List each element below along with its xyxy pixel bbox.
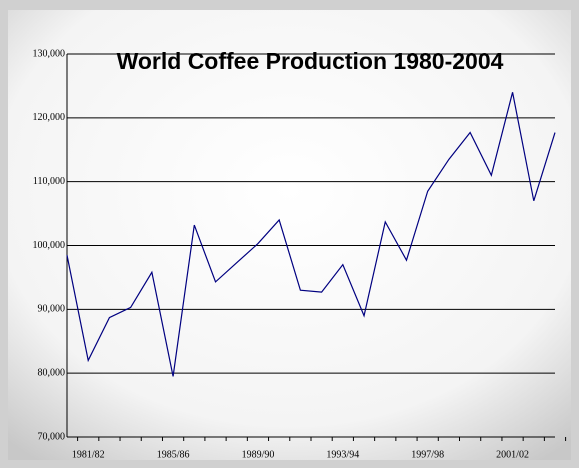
x-tick-label: 2001/02 [496,449,529,460]
y-tick-label: 110,000 [33,176,65,187]
x-tick-label: 1993/94 [326,449,359,460]
y-tick-label: 90,000 [38,304,66,315]
y-tick-label: 100,000 [33,240,66,251]
x-tick-label: 1985/86 [157,449,190,460]
x-tick-label: 1981/82 [72,449,105,460]
y-tick-label: 120,000 [33,112,66,123]
y-tick-label: 80,000 [38,367,66,378]
chart-area [8,10,571,460]
x-tick-label: 1989/90 [242,449,275,460]
y-tick-label: 130,000 [33,48,66,59]
series-line [66,92,556,377]
chart-title: World Coffee Production 1980-2004 [117,48,504,74]
x-tick-label: 1997/98 [411,449,444,460]
y-tick-label: 70,000 [38,431,66,442]
